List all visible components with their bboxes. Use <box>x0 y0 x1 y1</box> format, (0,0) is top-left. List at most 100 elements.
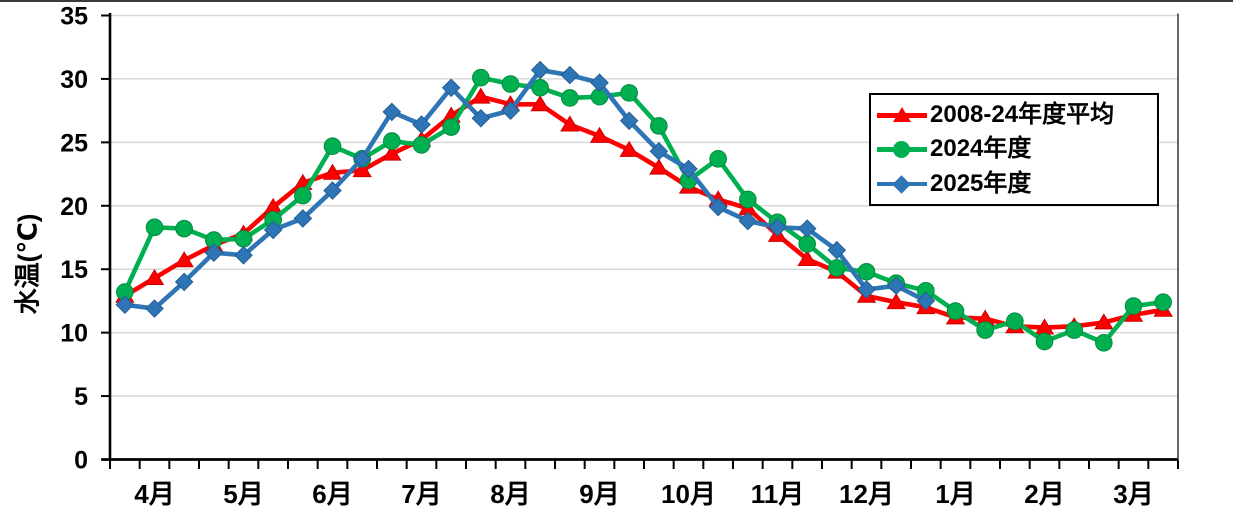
data-point <box>561 89 579 107</box>
x-month-label-4: 7月 <box>401 479 441 509</box>
x-month-label-5: 8月 <box>490 479 530 509</box>
x-month-label-7: 10月 <box>661 479 716 509</box>
data-point <box>115 295 135 315</box>
legend-item-2024: 2024年度 <box>877 137 1151 161</box>
data-point <box>234 229 253 248</box>
data-point <box>352 161 372 178</box>
data-point <box>501 75 520 93</box>
data-point <box>442 118 460 136</box>
y-tick-label-30: 30 <box>60 66 88 94</box>
data-point <box>619 111 639 131</box>
legend-label-2024: 2024年度 <box>930 135 1032 163</box>
y-tick-label-15: 15 <box>60 256 88 284</box>
data-point <box>383 132 401 150</box>
data-point <box>145 299 164 318</box>
data-point <box>174 251 194 268</box>
data-point <box>531 79 549 97</box>
data-point <box>797 219 817 238</box>
data-point <box>857 262 876 281</box>
y-tick-label-10: 10 <box>60 320 88 348</box>
data-point <box>412 136 431 154</box>
data-point <box>620 84 638 102</box>
data-point <box>679 159 698 179</box>
x-month-label-12: 3月 <box>1113 479 1153 509</box>
x-month-label-6: 9月 <box>579 479 619 509</box>
data-point <box>797 249 817 266</box>
x-month-label-8: 11月 <box>751 479 805 509</box>
x-month-label-11: 2月 <box>1024 479 1064 509</box>
data-point <box>738 211 758 231</box>
data-point <box>768 218 787 237</box>
data-point <box>1094 313 1114 330</box>
data-point <box>886 276 906 296</box>
data-point <box>828 259 846 277</box>
data-point <box>175 219 193 238</box>
legend-sample-2025 <box>877 174 927 194</box>
data-point <box>174 272 194 292</box>
data-point <box>234 245 253 265</box>
x-month-label-2: 5月 <box>223 479 263 509</box>
diamond-marker-icon <box>892 175 911 194</box>
x-month-label-3: 6月 <box>312 479 352 509</box>
data-point <box>1124 297 1143 315</box>
data-point <box>886 293 906 310</box>
y-tick-label-0: 0 <box>74 447 88 475</box>
data-point <box>916 291 936 311</box>
y-tick-label-5: 5 <box>74 383 88 411</box>
legend-label-2025: 2025年度 <box>930 169 1032 197</box>
data-point <box>412 115 431 134</box>
data-point <box>976 321 994 339</box>
triangle-marker-icon <box>893 107 911 123</box>
data-point <box>145 218 164 237</box>
data-point <box>472 68 490 87</box>
legend-item-average: 2008-24年度平均 <box>877 103 1151 127</box>
data-point <box>560 115 580 132</box>
y-tick-label-25: 25 <box>60 129 88 157</box>
legend-sample-average <box>877 105 927 125</box>
data-point <box>294 186 312 205</box>
x-month-label-10: 1月 <box>935 479 975 509</box>
data-point <box>827 240 847 260</box>
legend-label-average: 2008-24年度平均 <box>930 101 1115 129</box>
series-line-2 <box>122 67 929 311</box>
data-point <box>798 235 816 253</box>
data-point <box>1154 293 1172 311</box>
data-point <box>352 149 372 169</box>
data-point <box>1065 321 1083 339</box>
data-point <box>619 140 639 157</box>
data-point <box>204 243 224 263</box>
data-point <box>471 87 491 104</box>
data-point <box>323 137 342 155</box>
circle-marker-icon <box>893 140 910 158</box>
x-month-label-1: 4月 <box>134 479 174 509</box>
data-point <box>708 197 728 217</box>
data-point <box>144 268 165 285</box>
data-point <box>530 60 550 80</box>
data-point <box>322 163 343 180</box>
data-point <box>1095 333 1113 352</box>
data-point <box>589 126 610 143</box>
data-point <box>649 158 669 175</box>
data-point <box>382 144 402 161</box>
data-point <box>293 209 313 228</box>
data-point <box>857 280 876 299</box>
data-point <box>590 73 609 93</box>
legend: 2008-24年度平均 2024年度 2025年度 <box>869 93 1159 206</box>
y-tick-label-20: 20 <box>60 193 88 221</box>
y-tick-label-35: 35 <box>60 3 88 31</box>
data-point <box>323 181 342 200</box>
data-point <box>1006 312 1024 331</box>
data-point <box>1035 332 1054 351</box>
data-point <box>560 65 580 85</box>
data-point <box>471 108 491 128</box>
data-point <box>650 117 668 135</box>
legend-sample-2024 <box>877 139 927 159</box>
figure-top-border <box>0 0 1233 2</box>
data-point <box>530 95 550 112</box>
legend-item-2025: 2025年度 <box>877 169 1151 197</box>
data-point <box>649 141 669 161</box>
data-point <box>739 190 757 209</box>
y-axis-title: 水温(℃) <box>12 213 43 315</box>
